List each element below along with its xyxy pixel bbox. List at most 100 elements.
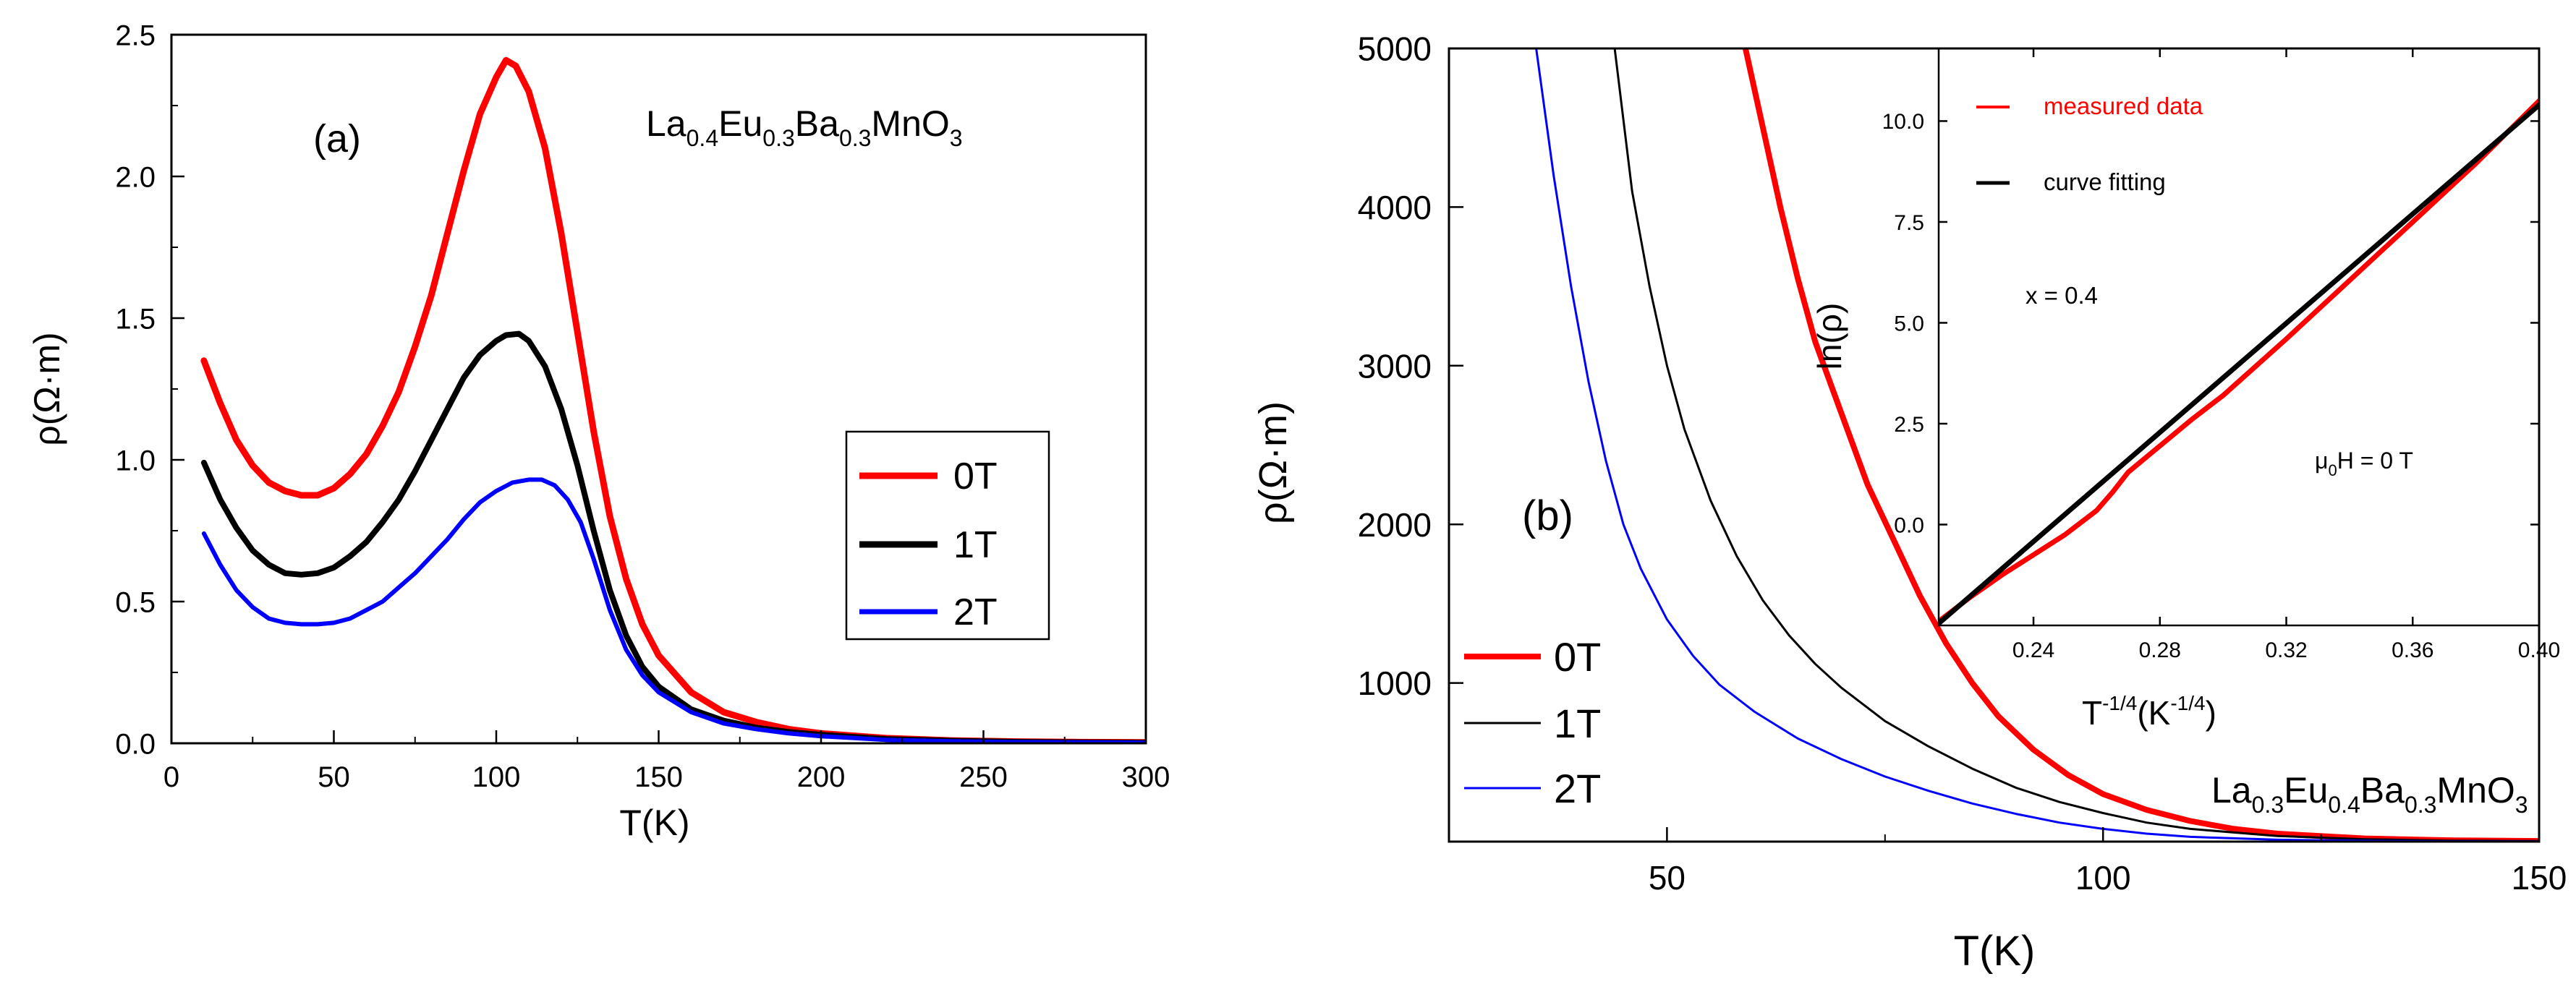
- chart-a-panel-label: (a): [313, 117, 361, 161]
- chart-b-legend-label-2t: 2T: [1554, 766, 1601, 811]
- chart-a-legend-label-0t: 0T: [953, 456, 998, 497]
- compound-part-6: MnO: [871, 103, 949, 144]
- chart-b-y-tick-labels: 1000 2000 3000 4000 5000: [1358, 30, 1432, 703]
- chart-b-panel-label: (b): [1522, 492, 1573, 539]
- compound-part-7: 3: [950, 125, 963, 151]
- chart-a-legend-box: [845, 430, 1050, 641]
- compound-part-4: Ba: [2360, 770, 2405, 811]
- inset-x-label-exp: -1/4: [2102, 692, 2137, 714]
- chart-a-legend: 0T 1T 2T: [845, 430, 1050, 641]
- chart-b-legend: 0T 1T 2T: [1464, 634, 1601, 811]
- chart-b-x-tick-labels: 50 100 150: [1649, 859, 2567, 897]
- chart-a: 0 50 100 150 200 250 300 0.0 0.5 1.0 1.5 2.0 2.5 T(…: [27, 20, 1170, 843]
- chart-a-y-tick-label: 2.0: [115, 161, 156, 193]
- chart-a-y-tick-label: 2.5: [115, 20, 156, 51]
- chart-b-series-group: [1535, 48, 2539, 842]
- inset-legend: measured data curve fitting: [1976, 93, 2203, 195]
- chart-a-plot-area: [200, 56, 1146, 743]
- inset-series-measured-data: [1939, 98, 2539, 624]
- inset-x-tick-label: 0.36: [2392, 638, 2433, 662]
- chart-b-y-tick-label: 2000: [1358, 506, 1432, 544]
- inset-ticks: [1939, 48, 2541, 625]
- compound-part-6: MnO: [2436, 770, 2515, 811]
- inset-annotation-field-sub: 0: [2328, 461, 2337, 479]
- chart-b-x-tick-label: 100: [2075, 859, 2131, 897]
- inset-y-tick-label: 7.5: [1894, 211, 1924, 235]
- inset-x-label-unit-close: ): [2206, 694, 2216, 732]
- inset-annotation-x: x = 0.4: [2025, 282, 2098, 309]
- inset-annotation-field: μ0H = 0 T: [2315, 448, 2413, 479]
- inset-y-tick-labels: 0.0 2.5 5.0 7.5 10.0: [1882, 110, 1924, 537]
- chart-a-compound-formula: La0.4Eu0.3Ba0.3MnO3: [646, 103, 963, 151]
- chart-b-legend-label-1t: 1T: [1554, 701, 1601, 746]
- chart-b-frame: [1448, 47, 2541, 843]
- inset-x-tick-label: 0.28: [2139, 638, 2181, 662]
- inset-series-curve-fitting: [1939, 102, 2539, 625]
- chart-b-x-tick-label: 150: [2512, 859, 2567, 897]
- chart-a-y-tick-label: 1.5: [115, 303, 156, 335]
- chart-a-y-tick-label: 0.5: [115, 586, 156, 618]
- inset-y-tick-label: 0.0: [1894, 513, 1924, 537]
- chart-b-y-tick-label: 3000: [1358, 347, 1432, 385]
- compound-part-5: 0.3: [2405, 792, 2436, 818]
- inset-y-tick-label: 5.0: [1894, 312, 1924, 335]
- inset-annotation-field-mu: μ: [2315, 448, 2328, 474]
- inset-background: [1939, 48, 2539, 625]
- inset-series-group: [1939, 98, 2539, 625]
- inset-y-tick-label: 10.0: [1882, 110, 1924, 134]
- compound-part-0: La: [2211, 770, 2252, 811]
- chart-b-plot-area: [1535, 48, 2539, 842]
- chart-b-ticks: [1449, 47, 2541, 842]
- chart-b-series-1t: [1613, 48, 2539, 842]
- compound-part-2: Eu: [2284, 770, 2328, 811]
- chart-a-x-tick-label: 150: [634, 761, 683, 793]
- chart-b-y-axis-label: ρ(Ω·m): [1251, 401, 1295, 524]
- inset-x-axis-label: T-1/4(K-1/4): [2082, 692, 2216, 732]
- compound-part-3: 0.4: [2328, 792, 2360, 818]
- chart-a-series-group: [200, 56, 1146, 743]
- inset-legend-label-measured: measured data: [2044, 93, 2203, 119]
- chart-b-inset: 0.24 0.28 0.32 0.36 0.40 0.02.55.07.510.0 ln…: [1811, 47, 2560, 732]
- inset-x-label-base: T: [2082, 694, 2102, 732]
- inset-y-tick-label: 2.5: [1894, 413, 1924, 437]
- chart-a-x-tick-label: 0: [163, 761, 179, 793]
- compound-part-1: 0.3: [2252, 792, 2284, 818]
- chart-b-y-tick-label: 5000: [1358, 30, 1432, 68]
- chart-b-y-tick-label: 1000: [1358, 664, 1432, 702]
- chart-b-compound-formula: La0.3Eu0.4Ba0.3MnO3: [2211, 770, 2528, 818]
- chart-a-series-2t: [201, 477, 1146, 743]
- chart-a-y-tick-label: 0.0: [115, 728, 156, 760]
- inset-x-tick-labels: 0.24 0.28 0.32 0.36 0.40: [2012, 638, 2560, 662]
- chart-a-x-tick-label: 50: [318, 761, 350, 793]
- compound-part-4: Ba: [795, 103, 839, 144]
- inset-y-axis-label: ln(ρ): [1811, 303, 1848, 370]
- chart-b-series-0t: [1742, 48, 2539, 842]
- chart-b: 0.24 0.28 0.32 0.36 0.4 0 0.0 2.5 5.0 7.5 10.0 ln…: [1251, 30, 2567, 975]
- compound-part-3: 0.3: [762, 125, 794, 151]
- compound-part-2: Eu: [718, 103, 762, 144]
- chart-a-x-tick-label: 200: [797, 761, 846, 793]
- chart-b-y-tick-label: 4000: [1358, 189, 1432, 226]
- inset-legend-label-fitting: curve fitting: [2044, 168, 2166, 195]
- chart-b-x-axis-label: T(K): [1954, 928, 2036, 975]
- chart-b-legend-label-0t: 0T: [1554, 634, 1601, 680]
- chart-a-legend-label-1t: 1T: [953, 524, 998, 566]
- chart-a-series-0t: [200, 56, 1146, 743]
- chart-a-ticks: [170, 33, 1147, 745]
- chart-a-x-tick-label: 300: [1122, 761, 1170, 793]
- chart-a-x-tick-label: 100: [472, 761, 521, 793]
- chart-a-legend-label-2t: 2T: [953, 591, 998, 633]
- compound-part-7: 3: [2515, 792, 2528, 818]
- chart-a-y-tick-labels: 0.0 0.5 1.0 1.5 2.0 2.5: [115, 20, 156, 760]
- compound-part-0: La: [646, 103, 686, 144]
- inset-x-tick-label: 0.32: [2265, 638, 2307, 662]
- inset-x-label-unit-open: (K: [2137, 694, 2170, 732]
- chart-a-y-axis-label: ρ(Ω·m): [27, 332, 67, 445]
- inset-plot-area: [1939, 98, 2539, 625]
- compound-part-5: 0.3: [839, 125, 871, 151]
- inset-x-tick-label: 0.24: [2012, 638, 2054, 662]
- inset-x-label-unit-exp: -1/4: [2170, 692, 2205, 714]
- inset-annotation-field-rest: H = 0 T: [2337, 448, 2413, 474]
- chart-a-x-tick-labels: 0 50 100 150 200 250 300: [163, 761, 1170, 793]
